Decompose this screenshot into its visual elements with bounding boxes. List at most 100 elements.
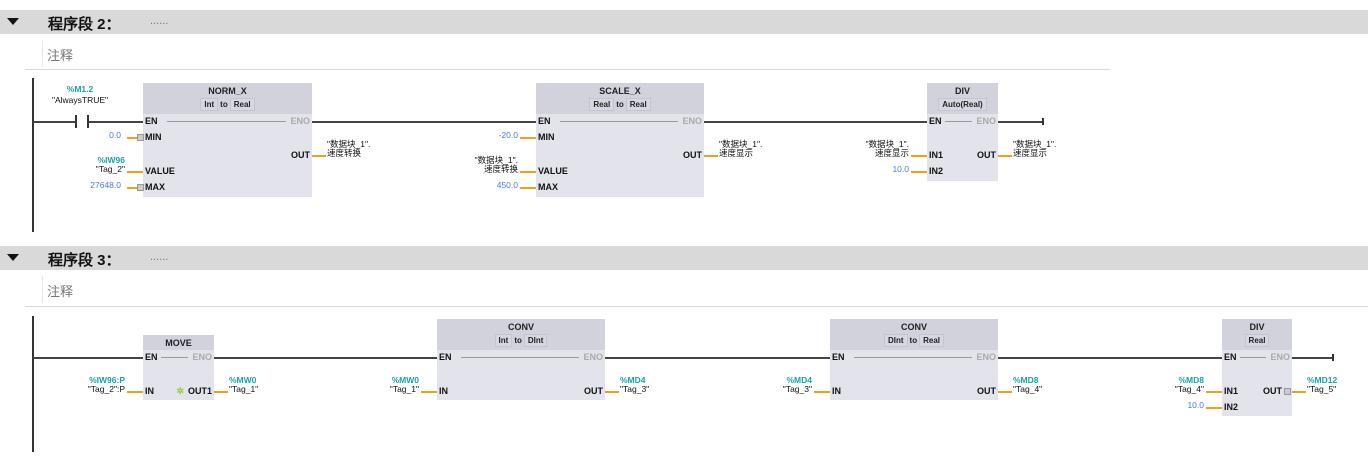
block-header: CONV Int to DInt [437,319,605,350]
operand-symbol[interactable]: "Tag_4" [1013,384,1043,394]
operand-symbol[interactable]: "Tag_5" [1307,384,1337,394]
operand-symbol[interactable]: "数据块_1". [865,139,909,149]
operand-address[interactable]: %MD12 [1307,375,1338,385]
block-type-selector[interactable]: DInt to Real [830,334,998,347]
pin-min: MIN [538,132,555,142]
comment-text[interactable]: 注释 [47,48,74,63]
constant-value[interactable]: 450.0 [496,180,518,190]
operand-symbol[interactable]: "Tag_4" [1174,384,1204,394]
contact-no-icon[interactable] [75,115,77,128]
block-scale_x[interactable]: SCALE_X Real to Real EN ENO MIN VALUE MAX OUT [536,83,704,197]
type-separator: to [220,100,228,109]
block-div[interactable]: DIV Real EN ENO IN1 IN2 OUT [1222,319,1292,416]
network-comment[interactable]: 注释 [42,276,1368,303]
data-type-dropdown[interactable]: Auto(Real) [938,98,987,111]
block-type-selector[interactable]: Auto(Real) [927,98,998,111]
block-conv[interactable]: CONV DInt to Real EN ENO IN OUT [830,319,998,400]
block-name[interactable]: DIV [1249,322,1265,332]
operand-address[interactable]: %MD8 [1013,375,1039,385]
pin-min: MIN [145,132,162,142]
operand-address[interactable]: %MD8 [1178,375,1204,385]
pin-en: EN [439,352,452,362]
data-type-dropdown[interactable]: Int [494,334,513,347]
block-name[interactable]: SCALE_X [599,86,641,96]
operand-address[interactable]: %MW0 [229,375,257,385]
block-name[interactable]: CONV [900,322,927,332]
eno-line [167,121,286,122]
constant-value[interactable]: 10.0 [1187,400,1204,410]
operand-symbol[interactable]: 速度转换 [327,148,362,158]
data-type-dropdown[interactable]: Real [229,98,255,111]
output-wire [214,391,228,393]
constant-value[interactable]: 0.0 [109,130,121,140]
pin-marker-icon [1284,388,1291,395]
data-type-dropdown[interactable]: Real [625,98,651,111]
pin-out: OUT [683,150,702,160]
operand-address[interactable]: %MD4 [620,375,646,385]
operand-symbol[interactable]: "数据块_1". [719,139,763,149]
operand-symbol[interactable]: "Tag_3" [620,384,650,394]
pin-en: EN [145,116,158,126]
block-type-selector[interactable]: Real to Real [536,98,704,111]
data-type-dropdown[interactable]: DInt [523,334,548,347]
pin-eno: ENO [1270,352,1290,362]
operand-symbol[interactable]: 速度显示 [1013,148,1048,158]
block-div[interactable]: DIV Auto(Real) EN ENO IN1 IN2 OUT [927,83,998,181]
pin-en: EN [538,116,551,126]
network-header[interactable]: 程序段 3：...... [0,246,1368,270]
operand-address[interactable]: %IW96 [97,155,125,165]
collapse-triangle-icon[interactable] [7,18,19,25]
type-separator: to [514,336,522,345]
block-conv[interactable]: CONV Int to DInt EN ENO IN OUT [437,319,605,400]
operand-symbol[interactable]: "Tag_2":P [87,384,125,394]
block-name[interactable]: MOVE [165,338,192,348]
network-header[interactable]: 程序段 2：...... [0,10,1368,34]
operand-symbol[interactable]: "Tag_2" [95,164,125,174]
block-name[interactable]: CONV [507,322,534,332]
collapse-triangle-icon[interactable] [7,254,19,261]
comment-text[interactable]: 注释 [47,284,74,299]
pin-marker-icon [137,134,144,141]
block-name[interactable]: NORM_X [208,86,247,96]
data-type-dropdown[interactable]: DInt [883,334,908,347]
operand-symbol[interactable]: 速度显示 [874,148,909,158]
operand-address[interactable]: %MW0 [391,375,419,385]
network-title-placeholder[interactable]: ...... [150,251,169,263]
operand-symbol[interactable]: "数据块_1". [474,155,518,165]
operand-address[interactable]: %MD4 [786,375,812,385]
input-wire [814,391,830,393]
contact-symbol[interactable]: "AlwaysTRUE" [51,95,109,105]
operand-symbol[interactable]: 速度显示 [719,148,754,158]
constant-value[interactable]: 27648.0 [90,180,121,190]
operand-symbol[interactable]: "Tag_3" [782,384,812,394]
block-type-selector[interactable]: Int to Real [143,98,312,111]
data-type-dropdown[interactable]: Real [919,334,945,347]
block-name[interactable]: DIV [954,86,970,96]
block-type-selector[interactable]: Real [1222,334,1292,347]
constant-value[interactable]: -20.0 [498,130,518,140]
pin-out: OUT [291,150,310,160]
operand-address[interactable]: %IW96:P [89,375,125,385]
contact-no-icon[interactable] [87,115,89,128]
network-title-placeholder[interactable]: ...... [150,15,169,27]
eno-line [560,121,678,122]
operand-symbol[interactable]: "数据块_1". [327,139,371,149]
data-type-dropdown[interactable]: Real [589,98,615,111]
operand-symbol[interactable]: "Tag_1" [389,384,419,394]
operand-symbol[interactable]: 速度转换 [483,164,518,174]
operand-symbol[interactable]: "数据块_1". [1013,139,1057,149]
input-wire [127,137,143,139]
pin-out: OUT [977,150,996,160]
network-comment[interactable]: 注释 [42,40,1111,67]
pin-eno: ENO [682,116,702,126]
constant-value[interactable]: 10.0 [892,164,909,174]
eno-line [161,357,188,358]
data-type-dropdown[interactable]: Int [200,98,219,111]
block-move[interactable]: MOVE EN ENO IN OUT1 ✲ [143,335,214,400]
block-norm_x[interactable]: NORM_X Int to Real EN ENO MIN VALUE MAX OUT [143,83,312,197]
block-header: SCALE_X Real to Real [536,83,704,114]
contact-address[interactable]: %M1.2 [66,84,94,94]
operand-symbol[interactable]: "Tag_1" [229,384,259,394]
data-type-dropdown[interactable]: Real [1244,334,1270,347]
block-type-selector[interactable]: Int to DInt [437,334,605,347]
